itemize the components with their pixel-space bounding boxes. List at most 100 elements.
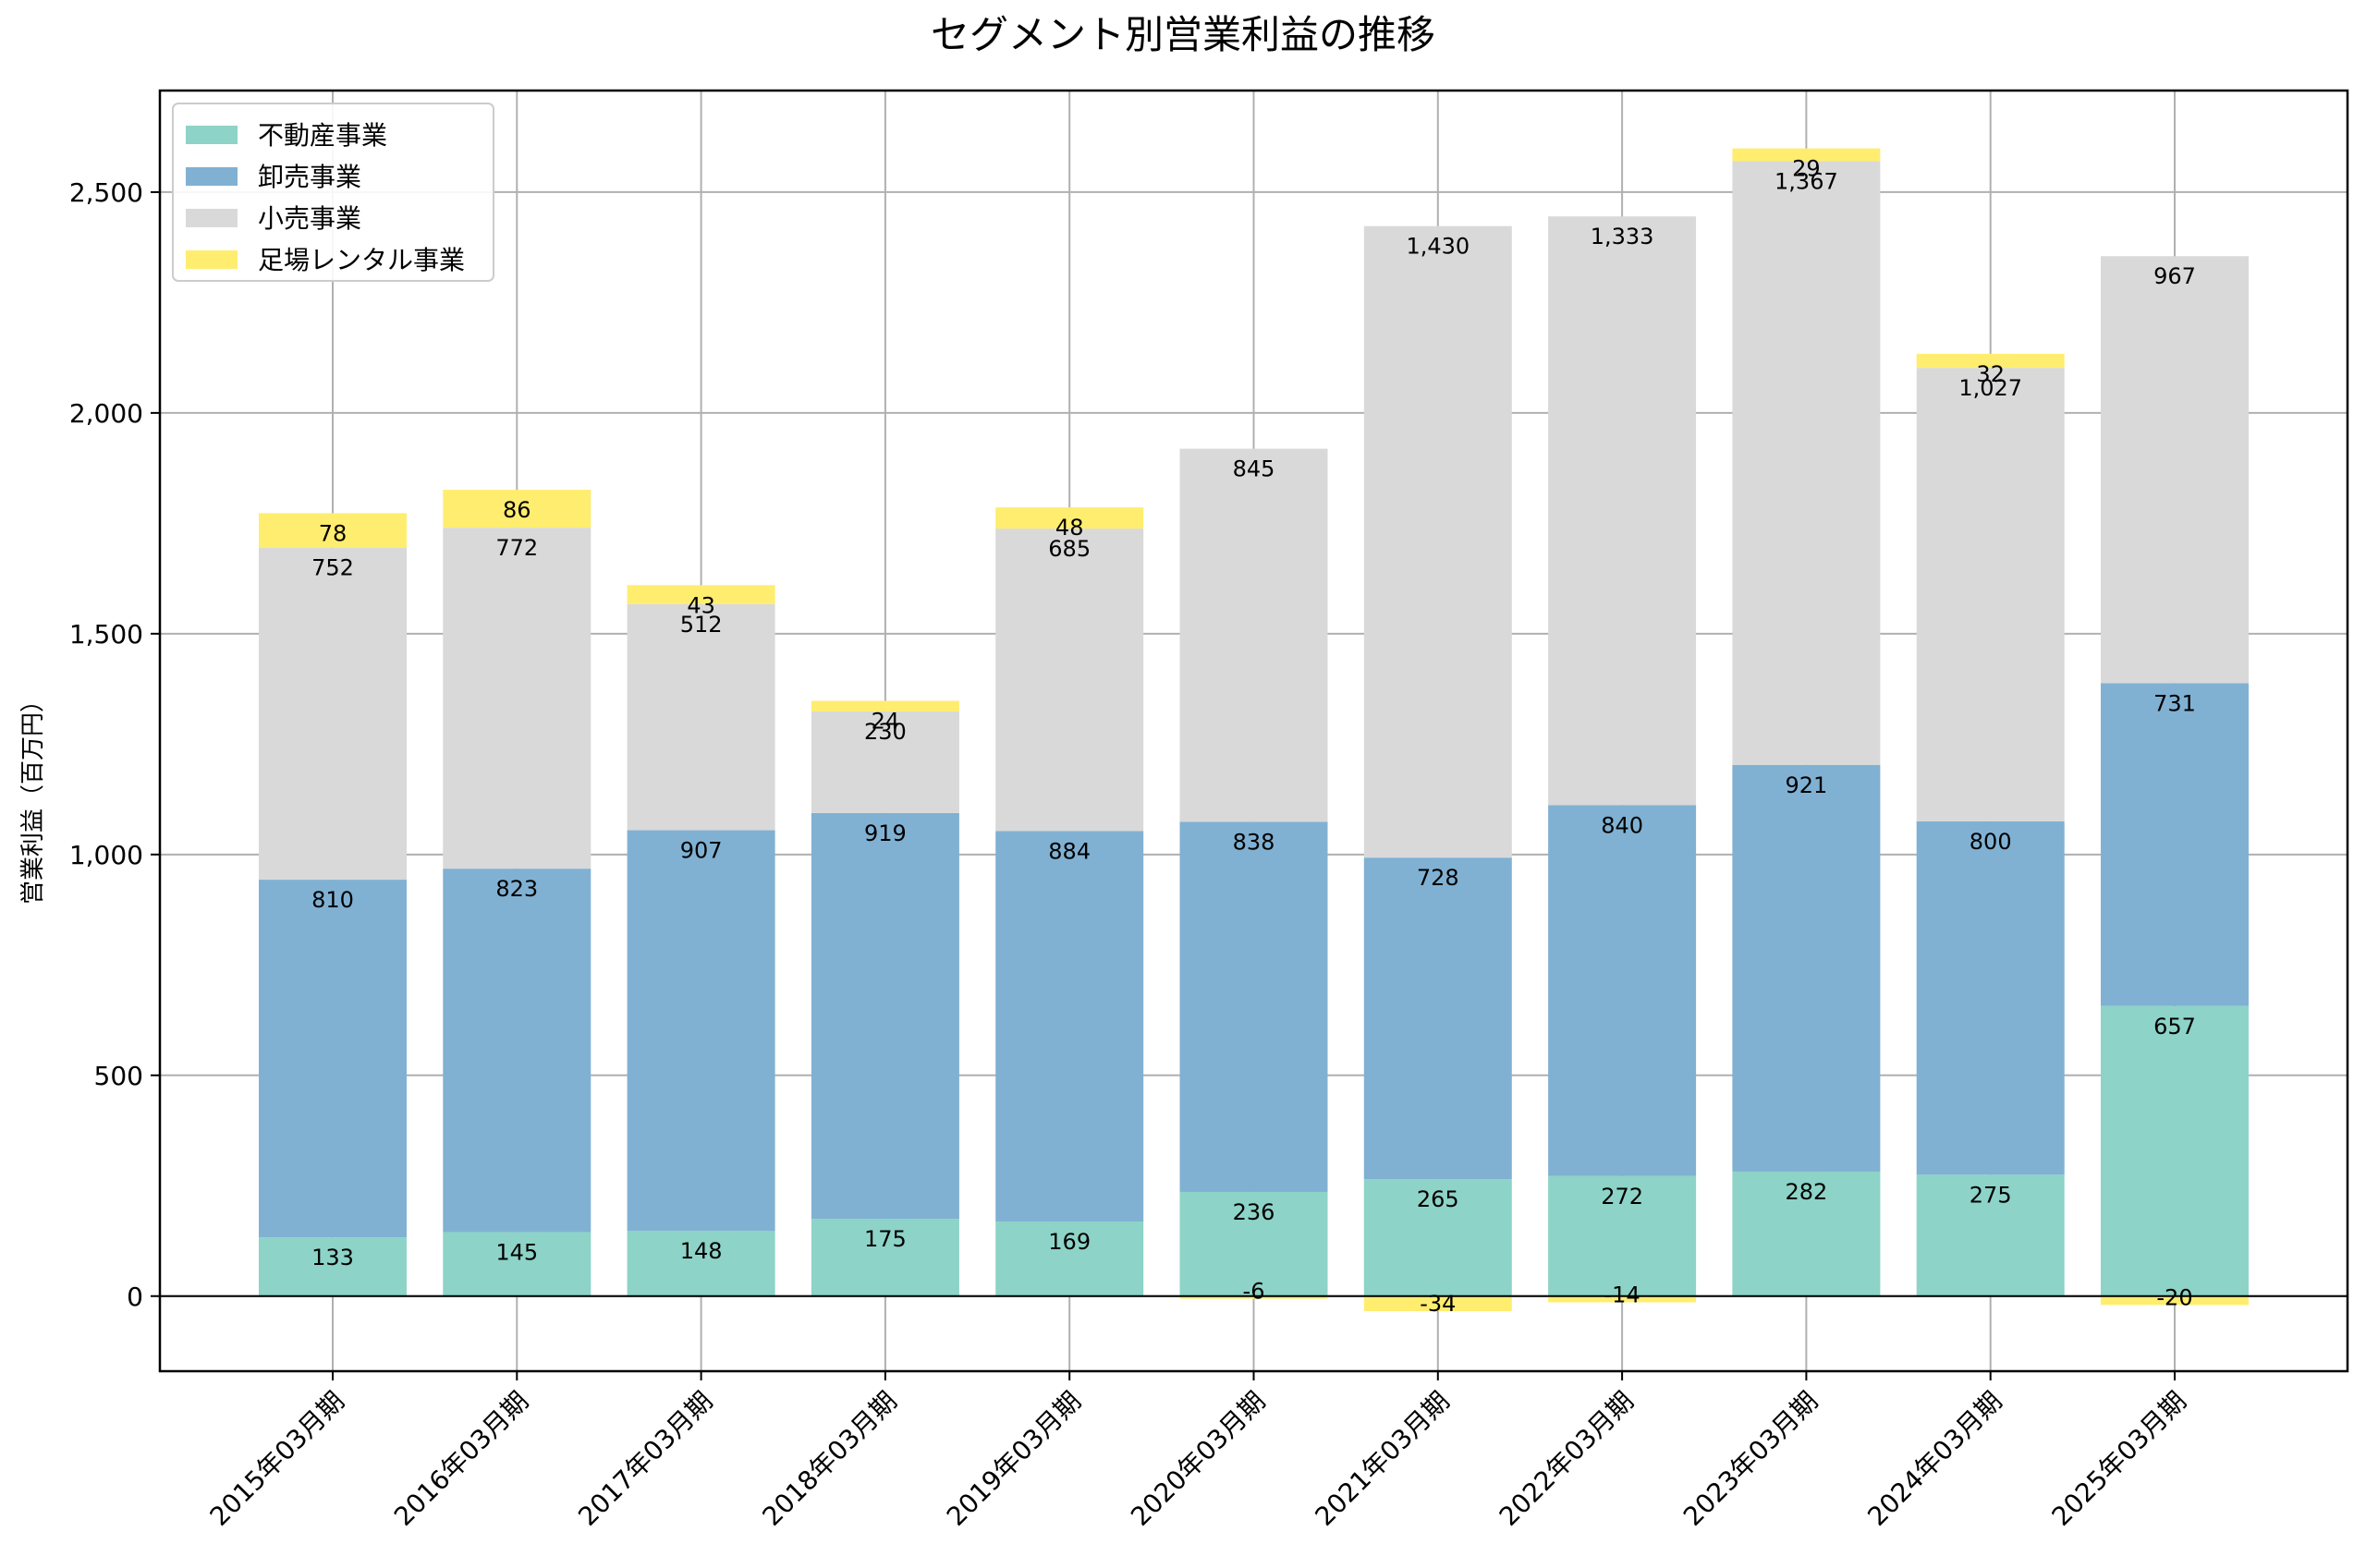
x-tick-label: 2023年03月期 [1677,1386,1823,1532]
bar-segment [1363,1295,1512,1312]
bar-value-label: 907 [680,838,723,864]
bar-segment [2101,1295,2249,1306]
bar-segment [1548,1175,1697,1296]
bar-segment [995,1221,1144,1296]
bar-value-label: 657 [2153,1014,2196,1039]
bar-segment [443,490,592,529]
bar-value-label: 838 [1233,829,1275,855]
bar-segment [259,1237,407,1296]
bar-segment [1732,161,1881,765]
bar-segment [995,831,1144,1222]
bar-segment [1363,1179,1512,1296]
bar-segment [627,603,775,831]
x-tick-label: 2021年03月期 [1309,1386,1455,1532]
bar-segment [2101,256,2249,684]
y-tick-label: 1,500 [69,619,143,650]
x-tick-label: 2020年03月期 [1125,1386,1271,1532]
bar-segment [1363,857,1512,1180]
bar-segment [1916,353,2065,369]
bar-value-label: 78 [319,520,348,546]
y-tick-label: 1,000 [69,840,143,870]
bar-value-label: 29 [1792,156,1821,182]
bar-value-label: 236 [1233,1199,1275,1225]
bar-segment [1732,1171,1881,1296]
bar-value-label: 175 [864,1226,907,1252]
bar-segment [1363,225,1512,858]
bar-value-label: -20 [2156,1284,2192,1310]
bar-value-label: 1,367 [1774,168,1838,194]
bar-value-label: 884 [1048,838,1091,864]
bar-value-label: 845 [1233,456,1275,482]
bar-value-label: 148 [680,1238,723,1264]
bars [259,148,2249,1312]
legend-label: 不動産事業 [258,120,387,151]
bar-value-label: 731 [2153,690,2196,716]
bar-segment [995,529,1144,832]
x-tick-label: 2022年03月期 [1494,1386,1640,1532]
bar-segment [1179,448,1328,822]
bar-value-label: 145 [495,1239,538,1265]
legend-swatch [186,126,238,144]
legend-swatch [186,250,238,269]
bar-value-label: 24 [872,709,900,735]
y-tick-label: 500 [94,1061,143,1091]
bar-segment [2101,683,2249,1006]
bar-segment [995,507,1144,529]
bar-segment [1548,216,1697,806]
bar-value-label: 48 [1055,515,1084,541]
bar-segment [1548,805,1697,1176]
bar-segment [627,585,775,604]
plot-frame [158,89,2349,1373]
bar-value-label: 133 [311,1245,354,1270]
bar-segment [1179,1191,1328,1296]
bar-segment [811,812,959,1220]
bar-segment [1916,1174,2065,1296]
y-tick-label: 0 [127,1282,143,1312]
y-tick-label: 2,000 [69,398,143,429]
bar-value-label: 840 [1601,812,1643,838]
bar-value-label: 772 [495,535,538,561]
x-tick-label: 2024年03月期 [1861,1386,2007,1532]
bar-value-label: 512 [680,612,723,638]
y-axis-label: 営業利益（百万円） [19,688,47,905]
legend-box [172,103,494,282]
bar-value-label: 1,027 [1958,375,2022,401]
bar-segment [1548,1295,1697,1303]
bar-value-label: 275 [1970,1182,2012,1208]
bar-value-label: 967 [2153,263,2196,289]
legend-swatch [186,167,238,186]
bar-value-label: 169 [1048,1229,1091,1255]
bar-value-label: 823 [495,876,538,902]
bar-value-label: 86 [503,497,531,523]
bar-value-label: 1,333 [1591,224,1654,249]
bar-segment [259,547,407,881]
x-tick-label: 2019年03月期 [941,1386,1087,1532]
bar-segment [1179,1295,1328,1299]
bar-segment [811,700,959,711]
bar-value-label: 1,430 [1406,234,1470,260]
x-tick-label: 2017年03月期 [572,1386,718,1532]
bar-segment [259,880,407,1238]
chart-title: セグメント別営業利益の推移 [931,12,1435,57]
bar-value-label: 282 [1785,1179,1827,1205]
legend-label: 足場レンタル事業 [258,245,465,275]
bar-value-label: 921 [1785,772,1827,798]
bar-segment [1179,821,1328,1192]
bar-segment [1916,820,2065,1175]
y-tick-label: 2,500 [69,177,143,208]
x-tick-label: 2015年03月期 [204,1386,350,1532]
bar-segment [2101,1005,2249,1296]
bar-value-label: 728 [1417,865,1459,891]
bar-segment [443,528,592,869]
bar-segment [443,1232,592,1296]
bar-value-label: 685 [1048,536,1091,562]
bar-value-label: -14 [1604,1282,1640,1307]
bar-segment [627,1231,775,1296]
bar-segment [259,513,407,548]
bar-value-label: 265 [1417,1186,1459,1212]
bar-segment [1732,148,1881,162]
legend-label: 小売事業 [258,203,361,234]
legend-swatch [186,209,238,227]
